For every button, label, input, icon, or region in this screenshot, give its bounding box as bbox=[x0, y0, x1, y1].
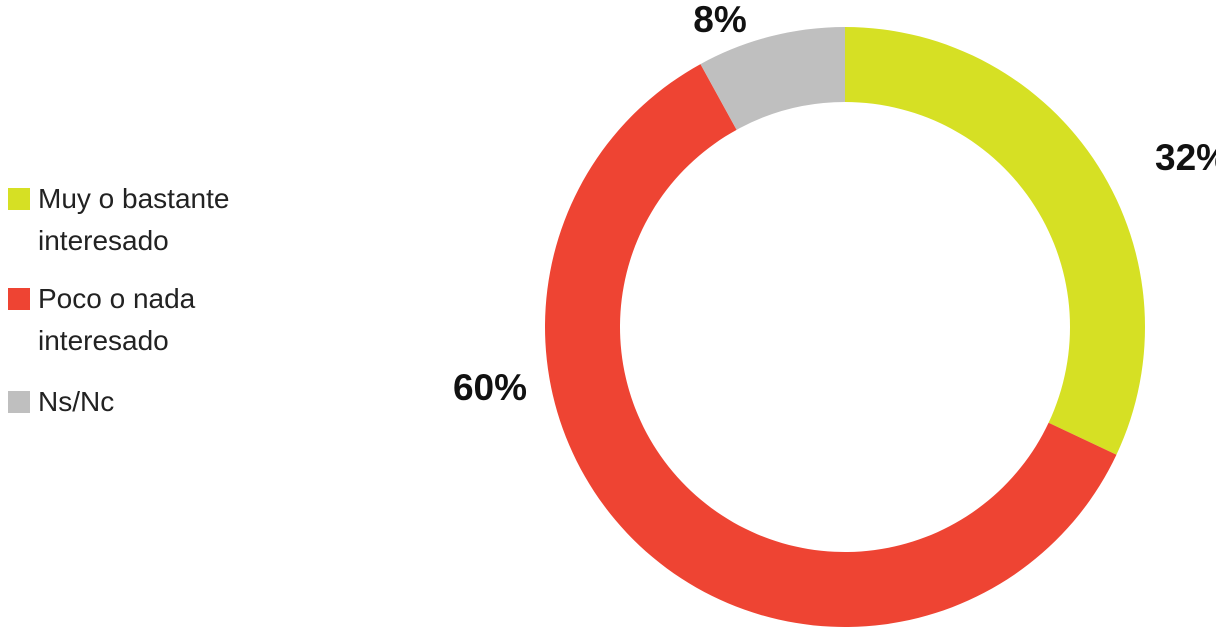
chart: 32% 60% 8% Muy o bastante interesado Poco o… bbox=[0, 0, 1216, 627]
legend-item: Poco o nada interesado bbox=[8, 278, 303, 362]
legend-swatch bbox=[8, 288, 30, 310]
legend-label: Muy o bastante interesado bbox=[38, 178, 303, 262]
legend-label: Ns/Nc bbox=[38, 381, 303, 423]
legend-swatch bbox=[8, 188, 30, 210]
value-label: 60% bbox=[453, 367, 527, 408]
legend-label: Poco o nada interesado bbox=[38, 278, 303, 362]
value-label: 8% bbox=[693, 0, 746, 40]
legend-item: Muy o bastante interesado bbox=[8, 178, 303, 262]
value-label: 32% bbox=[1155, 137, 1216, 178]
legend-swatch bbox=[8, 391, 30, 413]
legend-item: Ns/Nc bbox=[8, 381, 303, 423]
donut-segment bbox=[845, 27, 1145, 455]
